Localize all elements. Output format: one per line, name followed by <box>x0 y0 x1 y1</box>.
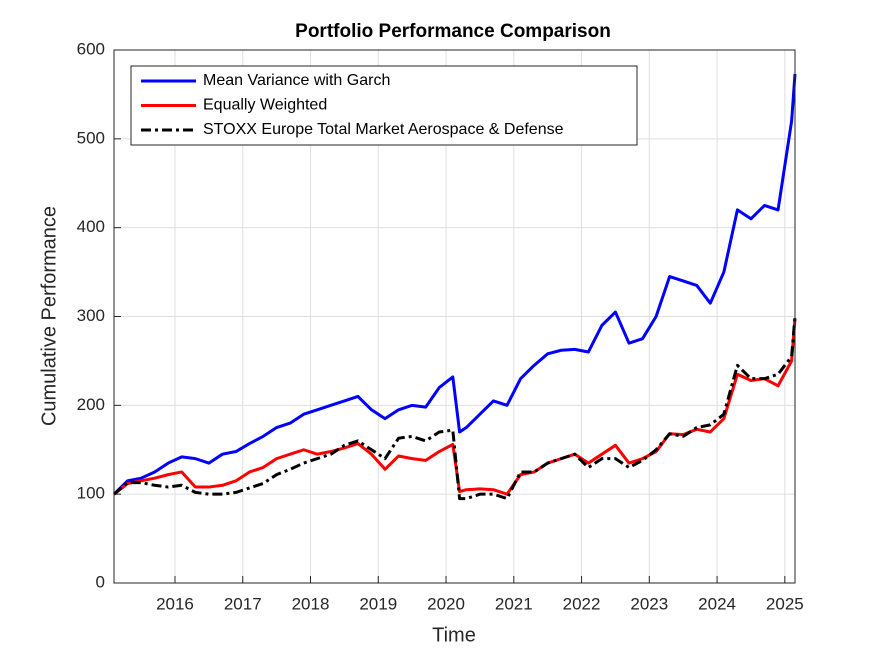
line-series <box>112 73 797 496</box>
x-tick-label: 2017 <box>224 594 262 613</box>
y-tick-label: 300 <box>77 306 105 325</box>
line-series <box>113 316 797 501</box>
x-axis-label: Time <box>432 624 476 646</box>
x-tick-label: 2021 <box>495 594 533 613</box>
y-tick-label: 0 <box>96 572 105 591</box>
chart-title: Portfolio Performance Comparison <box>295 21 611 42</box>
x-tick-label: 2024 <box>698 594 736 613</box>
legend-label: Equally Weighted <box>203 97 327 114</box>
x-tick-label: 2019 <box>359 594 397 613</box>
x-tick-label: 2018 <box>292 594 330 613</box>
x-tick-label: 2022 <box>563 594 601 613</box>
x-tick-label: 2020 <box>427 594 465 613</box>
y-tick-label: 100 <box>77 484 105 503</box>
y-tick-label: 500 <box>77 128 105 147</box>
y-tick-label: 600 <box>77 39 105 58</box>
x-tick-label: 2025 <box>766 594 804 613</box>
axes-box <box>113 49 796 584</box>
x-tick-label: 2016 <box>156 594 194 613</box>
y-axis-label: Cumulative Performance <box>38 206 60 426</box>
y-tick-label: 400 <box>77 217 105 236</box>
x-tick-label: 2023 <box>630 594 668 613</box>
legend-label: STOXX Europe Total Market Aerospace & De… <box>203 121 564 138</box>
legend-box <box>130 65 638 146</box>
y-tick-label: 200 <box>77 395 105 414</box>
legend-label: Mean Variance with Garch <box>203 72 390 89</box>
